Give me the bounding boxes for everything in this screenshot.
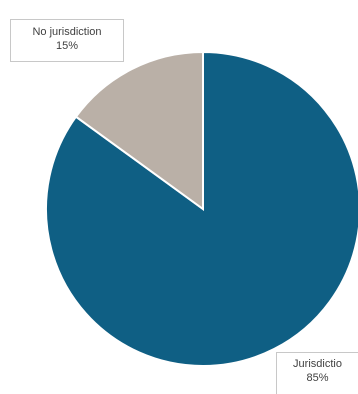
- data-label-no-jurisdiction-name: No jurisdiction: [32, 26, 102, 38]
- data-label-no-jurisdiction: No jurisdiction 15%: [10, 19, 124, 62]
- data-label-no-jurisdiction-value: 15%: [55, 40, 79, 52]
- data-label-jurisdiction-name: Jurisdictio: [293, 358, 342, 370]
- data-label-jurisdiction: Jurisdictio 85%: [276, 352, 358, 394]
- data-label-jurisdiction-value: 85%: [306, 372, 329, 384]
- pie-slice-no-jurisdiction: [74, 50, 204, 211]
